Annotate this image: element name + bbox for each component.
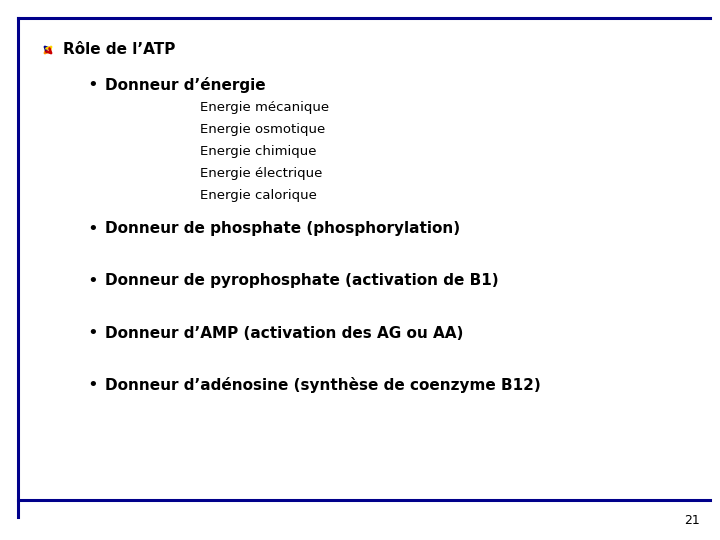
- Text: Energie mécanique: Energie mécanique: [200, 100, 329, 113]
- Text: Energie électrique: Energie électrique: [200, 166, 323, 179]
- Text: •: •: [88, 220, 99, 238]
- Text: •: •: [88, 376, 99, 394]
- Text: Rôle de l’ATP: Rôle de l’ATP: [63, 43, 176, 57]
- Text: •: •: [88, 324, 99, 342]
- Text: Donneur d’AMP (activation des AG ou AA): Donneur d’AMP (activation des AG ou AA): [105, 326, 464, 341]
- Text: Donneur d’énergie: Donneur d’énergie: [105, 77, 266, 93]
- Text: Donneur de phosphate (phosphorylation): Donneur de phosphate (phosphorylation): [105, 221, 460, 237]
- Text: •: •: [88, 76, 99, 94]
- Text: Donneur d’adénosine (synthèse de coenzyme B12): Donneur d’adénosine (synthèse de coenzym…: [105, 377, 541, 393]
- Text: 21: 21: [684, 514, 700, 526]
- Text: •: •: [88, 272, 99, 290]
- Text: Energie osmotique: Energie osmotique: [200, 123, 325, 136]
- Text: Donneur de pyrophosphate (activation de B1): Donneur de pyrophosphate (activation de …: [105, 273, 499, 288]
- Text: Energie chimique: Energie chimique: [200, 145, 317, 158]
- Text: Energie calorique: Energie calorique: [200, 188, 317, 201]
